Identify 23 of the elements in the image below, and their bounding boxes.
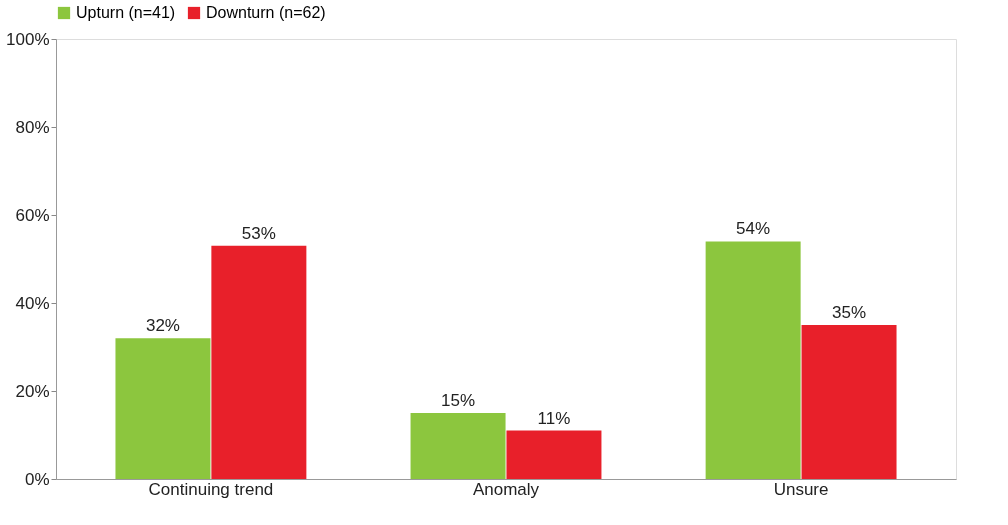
y-tick-label: 100%	[6, 29, 50, 49]
bar	[410, 413, 506, 479]
data-label: 35%	[832, 303, 867, 322]
y-tick-label: 40%	[15, 293, 50, 313]
bar	[211, 245, 307, 479]
bar	[801, 325, 897, 479]
bar	[506, 430, 602, 479]
x-tick-label: Anomaly	[472, 479, 540, 499]
y-tick-label: 80%	[15, 117, 50, 137]
x-tick-label: Unsure	[773, 479, 829, 499]
data-label: 53%	[241, 223, 276, 243]
data-label: 32%	[145, 316, 180, 336]
bar	[705, 241, 801, 479]
data-label: 11%	[537, 408, 571, 428]
bar	[115, 338, 211, 479]
y-tick-label: 20%	[15, 381, 50, 401]
legend-label: Downturn (n=62)	[206, 4, 326, 21]
legend-label: Upturn (n=41)	[76, 4, 176, 21]
y-tick-label: 0%	[24, 469, 50, 489]
x-tick-label: Continuing trend	[148, 479, 274, 499]
y-tick-label: 60%	[15, 205, 50, 225]
data-label: 54%	[736, 219, 771, 239]
data-label: 15%	[441, 391, 476, 410]
